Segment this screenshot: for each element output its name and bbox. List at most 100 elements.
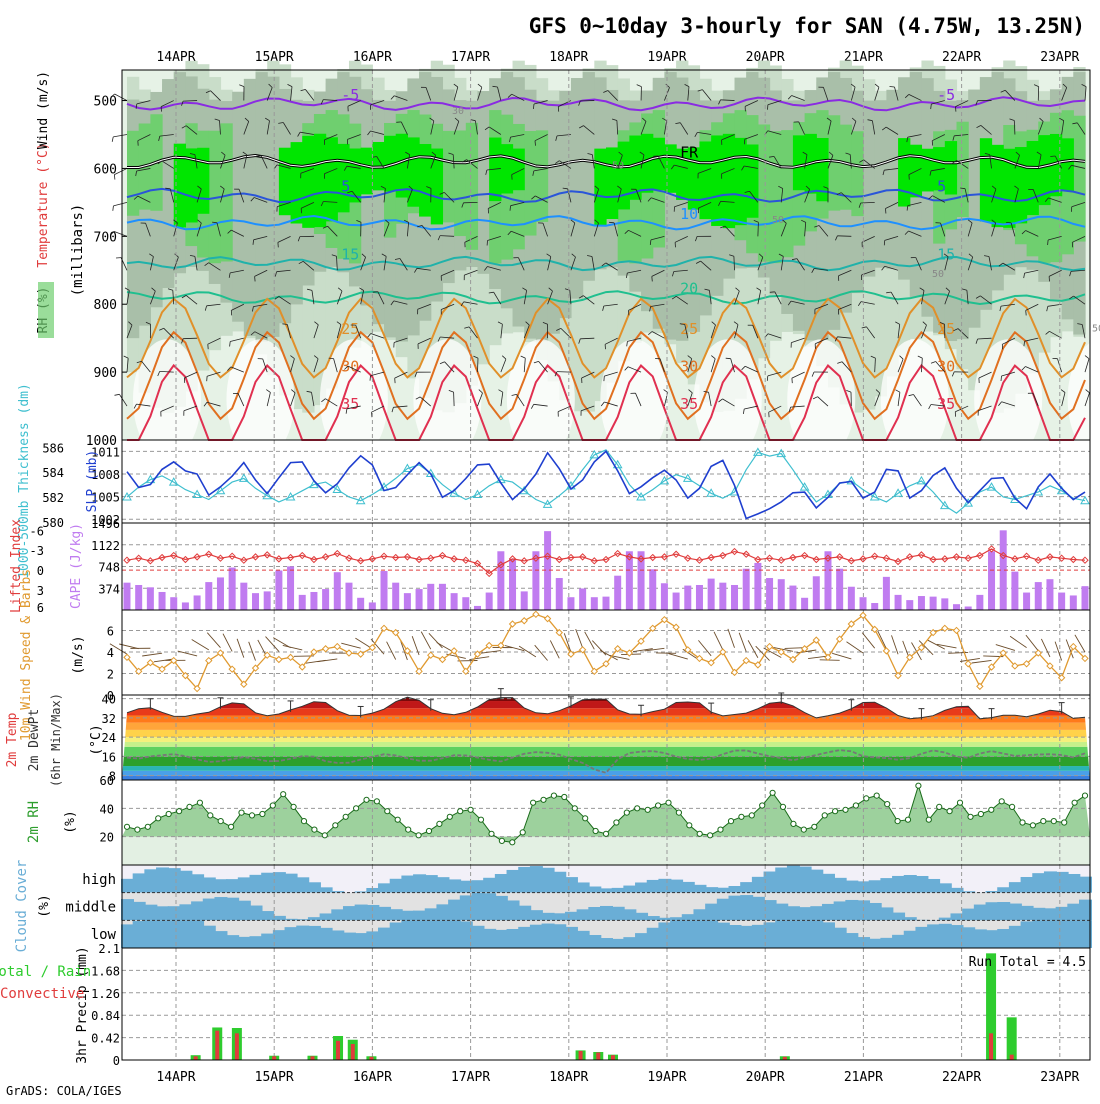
rh2m-tick-label: 20	[100, 831, 114, 845]
cape-bar	[801, 598, 808, 610]
wind-barb-flag	[770, 292, 775, 293]
rh2m-marker	[458, 809, 463, 814]
cloud-cover-cell	[1044, 920, 1057, 948]
wind-barb-10m	[820, 660, 840, 661]
rh2m-marker	[489, 831, 494, 836]
temp-color-band	[122, 747, 1090, 757]
rh-shade	[372, 100, 384, 324]
rh2m-marker	[385, 809, 390, 814]
cloud-cover-cell	[238, 937, 251, 948]
rh2m-marker	[322, 833, 327, 838]
rh-shade	[851, 131, 863, 216]
cloud-cover-cell	[752, 897, 765, 921]
wind-barb-flag	[535, 141, 536, 146]
cloud-cover-cell	[518, 867, 531, 893]
thickness-tick-label: 582	[42, 491, 64, 505]
cloud-cover-cell	[740, 926, 753, 948]
cloud-cover-cell	[156, 906, 169, 920]
temp-axis-label: 2m Temp	[5, 712, 20, 767]
cloud-cover-cell	[542, 924, 555, 948]
cloud-cover-cell	[1067, 920, 1080, 948]
cape-bar	[264, 591, 271, 610]
cloud-cover-cell	[121, 899, 134, 920]
date-label-bottom: 16APR	[353, 1070, 392, 1085]
cape-tick-label: 1496	[91, 517, 120, 531]
wind-barb-flag	[767, 376, 768, 381]
rh2m-marker	[197, 800, 202, 805]
temp-contour-label: 20	[680, 279, 698, 297]
rh-shade	[396, 134, 408, 198]
rh2m-marker	[1041, 819, 1046, 824]
cape-bar	[614, 576, 621, 610]
rh-shade	[875, 100, 887, 267]
cape-bar	[918, 596, 925, 610]
temperature-axis-label: Temperature (°C)	[36, 142, 51, 267]
rh-contour-label: 30	[452, 106, 464, 117]
cloud-cover-cell	[986, 930, 999, 948]
date-label-bottom: 18APR	[549, 1070, 588, 1085]
cloud-cover-cell	[471, 880, 484, 892]
cloud-cover-cell	[705, 887, 718, 893]
cloud-cover-cell	[542, 913, 555, 921]
rh2m-marker	[926, 817, 931, 822]
temp-color-band	[122, 771, 1090, 776]
rh-shade	[536, 130, 548, 222]
wind-barb-10m	[550, 640, 559, 658]
rh-shade	[606, 147, 618, 219]
cloud-cover-cell	[845, 881, 858, 893]
rh2m-marker	[687, 823, 692, 828]
rh2m-marker	[312, 827, 317, 832]
cape-bar	[965, 607, 972, 610]
cloud-cover-cell	[612, 939, 625, 948]
cape-bar	[381, 571, 388, 610]
temp-units-label: (°C)	[89, 724, 104, 755]
cape-bar	[135, 585, 142, 610]
wind-barb-flag	[932, 141, 933, 146]
cape-bar	[334, 572, 341, 610]
cloud-cover-cell	[658, 879, 671, 893]
rh2m-marker	[739, 814, 744, 819]
rh-shade	[921, 149, 933, 192]
cloud-cover-cell	[822, 904, 835, 920]
wind-barb-10m	[728, 629, 735, 648]
precip-tick-label: 0	[113, 1054, 120, 1068]
rh2m-marker	[676, 810, 681, 815]
date-label-bottom: 14APR	[156, 1070, 195, 1085]
cloud-cover-cell	[600, 938, 613, 948]
cloud-cover-cell	[810, 920, 823, 948]
rh-shade	[407, 137, 419, 206]
cloud-cover-cell	[1009, 904, 1022, 921]
cape-bar	[509, 559, 516, 610]
rh2m-marker	[833, 809, 838, 814]
cape-bar	[860, 597, 867, 610]
temp-color-band	[122, 756, 1090, 766]
cloud-cover-cell	[273, 872, 286, 893]
cloud-cover-cell	[740, 882, 753, 893]
rh2m-marker	[905, 817, 910, 822]
rh2m-marker	[666, 800, 671, 805]
wind-barb-flag	[726, 358, 731, 359]
cloud-cover-cell	[495, 896, 508, 920]
cloud-units-label: (%)	[37, 894, 52, 917]
wind-barb-flag	[115, 394, 120, 395]
rh2m-marker	[874, 793, 879, 798]
cape-bar	[813, 576, 820, 610]
cape-bar	[988, 551, 995, 610]
cape-bar	[427, 584, 434, 610]
cloud-cover-cell	[495, 930, 508, 948]
cloud-cover-cell	[869, 880, 882, 892]
rh-shade	[968, 90, 980, 328]
wind-speed-marker	[323, 646, 329, 652]
wind-barb-10m	[592, 641, 606, 656]
rh2m-marker	[333, 823, 338, 828]
rh2m-marker	[478, 817, 483, 822]
precip-convective-bar	[194, 1056, 198, 1060]
cloud-cover-cell	[880, 907, 893, 920]
pressure-tick-label: 800	[94, 298, 117, 313]
rh-shade	[781, 130, 793, 257]
rh2m-marker	[374, 799, 379, 804]
cape-bar	[497, 551, 504, 610]
wind-barb-10m	[585, 632, 595, 650]
cloud-cover-cell	[483, 893, 496, 920]
cloud-cover-cell	[378, 928, 391, 948]
